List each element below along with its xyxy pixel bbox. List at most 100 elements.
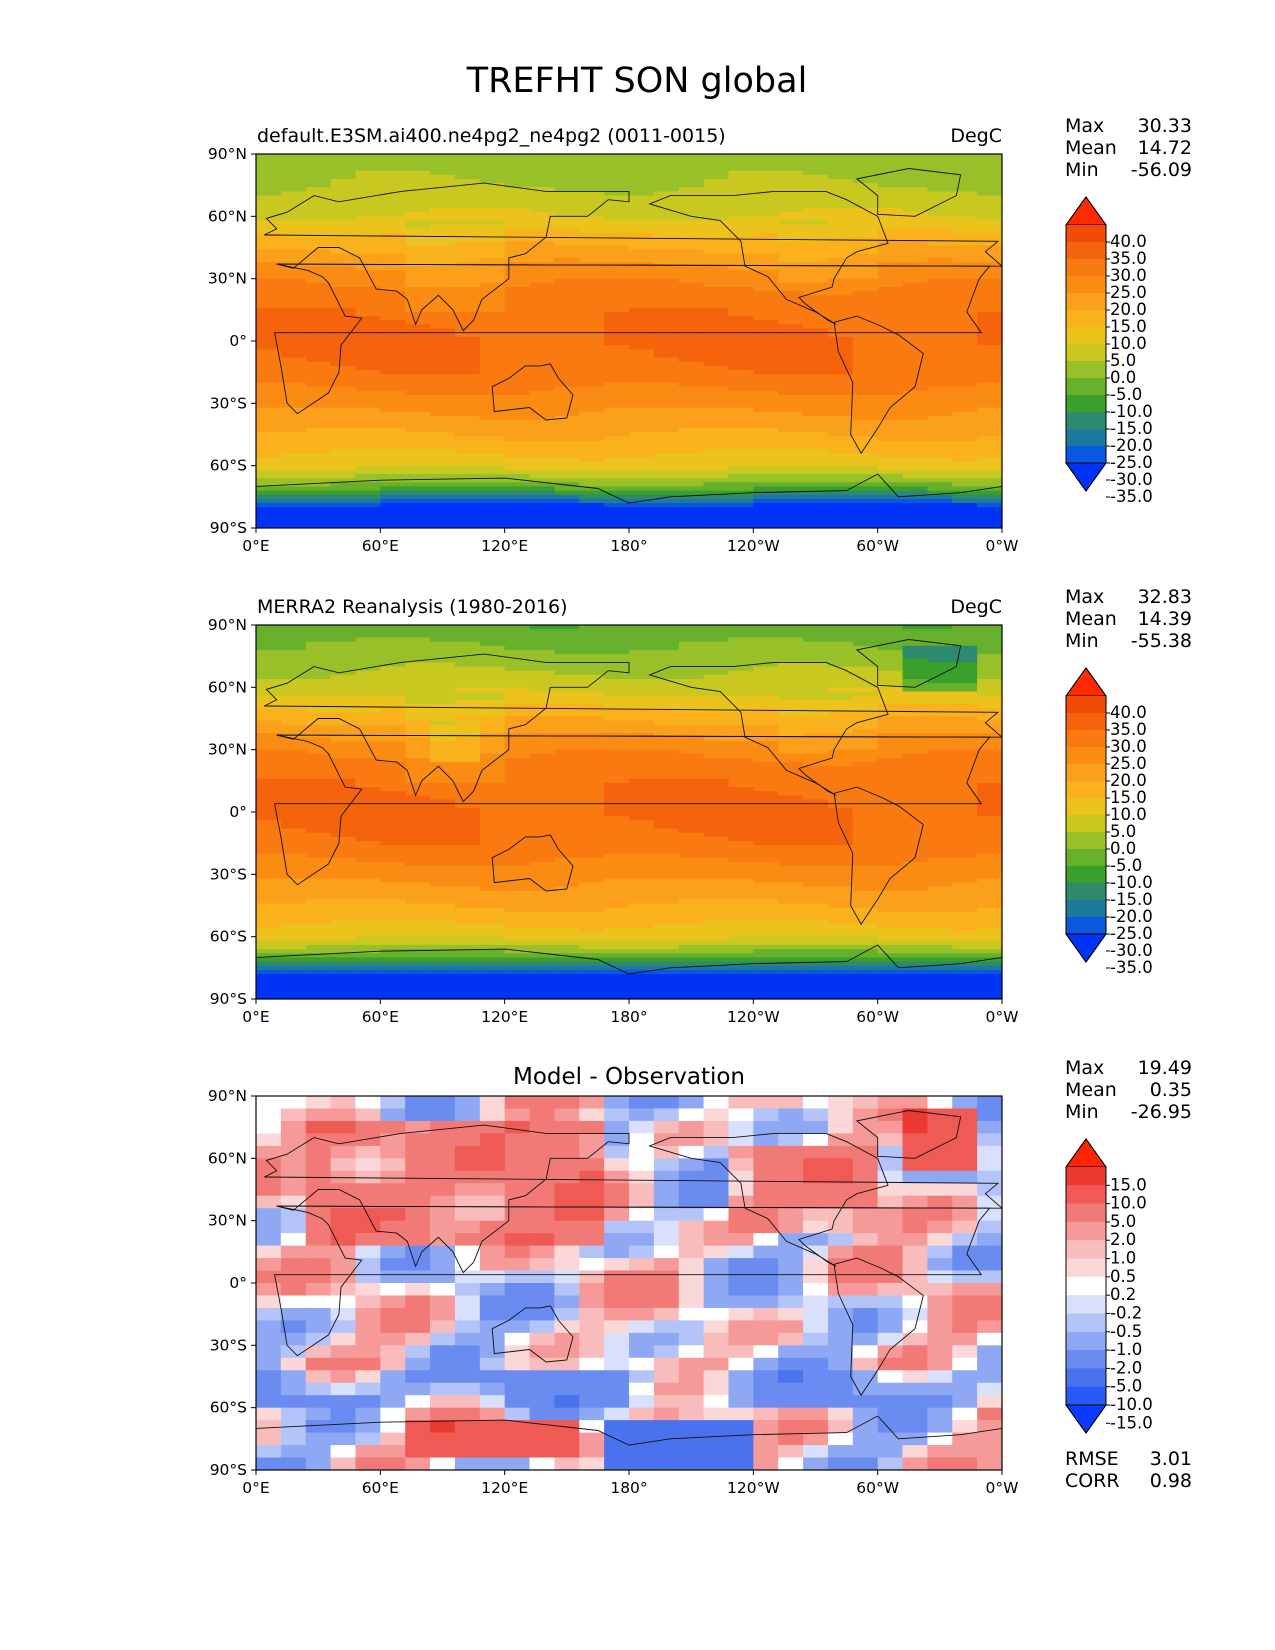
field-cell bbox=[280, 374, 307, 379]
field-cell bbox=[305, 278, 332, 284]
field-cell bbox=[604, 641, 630, 647]
field-cell bbox=[728, 370, 754, 375]
field-cell bbox=[256, 778, 282, 784]
field-cell bbox=[430, 370, 456, 375]
field-cell bbox=[305, 691, 332, 697]
field-cell bbox=[803, 407, 829, 413]
field-cell bbox=[554, 378, 580, 384]
field-cell bbox=[728, 836, 754, 842]
field-cell bbox=[504, 494, 531, 500]
field-cell bbox=[902, 645, 928, 651]
field-cell bbox=[703, 174, 730, 180]
field-cell bbox=[479, 382, 506, 388]
field-cell bbox=[703, 911, 730, 917]
field-cell bbox=[803, 316, 829, 321]
field-cell bbox=[504, 878, 531, 884]
field-cell bbox=[778, 625, 804, 630]
field-cell bbox=[653, 208, 680, 213]
field-cell bbox=[430, 282, 456, 288]
field-cell bbox=[927, 166, 953, 172]
field-cell bbox=[504, 187, 531, 192]
field-cell bbox=[927, 774, 953, 780]
field-cell bbox=[579, 266, 605, 271]
field-cell bbox=[280, 390, 307, 396]
field-cell bbox=[803, 523, 829, 528]
field-cell bbox=[827, 237, 854, 242]
field-cell bbox=[678, 853, 705, 859]
field-cell bbox=[927, 457, 953, 463]
field-cell bbox=[405, 895, 431, 900]
field-cell bbox=[703, 478, 730, 483]
field-cell bbox=[827, 465, 854, 471]
field-cell bbox=[902, 782, 928, 788]
field-cell bbox=[355, 361, 381, 367]
colorbar-segment bbox=[1066, 429, 1106, 447]
field-cell bbox=[952, 716, 978, 722]
field-cell bbox=[280, 679, 307, 684]
colorbar-tick-label: -20.0 bbox=[1110, 436, 1153, 455]
field-cell bbox=[529, 662, 555, 668]
field-cell bbox=[579, 282, 605, 288]
field-cell bbox=[380, 382, 406, 388]
field-cell bbox=[803, 679, 829, 684]
field-cell bbox=[728, 478, 754, 483]
field-cell bbox=[454, 158, 481, 163]
field-cell bbox=[355, 220, 381, 226]
field-cell bbox=[355, 841, 381, 846]
field-cell bbox=[554, 478, 580, 483]
field-cell bbox=[678, 911, 705, 917]
field-cell bbox=[554, 208, 580, 213]
field-cell bbox=[629, 415, 655, 421]
field-cell bbox=[852, 720, 879, 726]
field-cell bbox=[803, 753, 829, 759]
field-cell bbox=[380, 199, 406, 205]
field-cell bbox=[430, 237, 456, 242]
field-cell bbox=[653, 245, 680, 251]
field-cell bbox=[852, 836, 879, 842]
field-cell bbox=[803, 849, 829, 855]
field-cell bbox=[902, 208, 928, 213]
field-cell bbox=[405, 395, 431, 400]
field-cell bbox=[529, 699, 555, 705]
colorbar-segment bbox=[1066, 225, 1106, 243]
field-cell bbox=[629, 332, 655, 338]
field-cell bbox=[554, 724, 580, 730]
field-cell bbox=[405, 270, 431, 276]
field-cell bbox=[803, 666, 829, 672]
field-cell bbox=[405, 716, 431, 722]
field-cell bbox=[877, 728, 904, 734]
field-cell bbox=[454, 753, 481, 759]
field-cell bbox=[504, 625, 531, 630]
field-cell bbox=[728, 224, 754, 230]
field-cell bbox=[355, 241, 381, 247]
field-cell bbox=[280, 920, 307, 925]
field-cell bbox=[827, 278, 854, 284]
field-cell bbox=[703, 507, 730, 512]
field-cell bbox=[629, 645, 655, 651]
field-cell bbox=[454, 249, 481, 255]
field-cell bbox=[728, 787, 754, 792]
field-cell bbox=[405, 353, 431, 359]
field-cell bbox=[852, 415, 879, 421]
field-cell bbox=[678, 507, 705, 512]
field-cell bbox=[604, 278, 630, 284]
field-cell bbox=[305, 228, 332, 234]
field-cell bbox=[280, 395, 307, 400]
field-cell bbox=[405, 232, 431, 238]
field-cell bbox=[380, 515, 406, 521]
field-cell bbox=[803, 469, 829, 475]
field-cell bbox=[330, 670, 357, 676]
field-cell bbox=[852, 649, 879, 655]
field-cell bbox=[778, 703, 804, 709]
field-cell bbox=[653, 503, 680, 508]
field-cell bbox=[877, 703, 904, 709]
field-cell bbox=[728, 299, 754, 305]
field-cell bbox=[753, 791, 779, 796]
field-cell bbox=[753, 903, 779, 909]
field-cell bbox=[728, 274, 754, 280]
field-cell bbox=[430, 345, 456, 350]
field-cell bbox=[653, 473, 680, 479]
field-cell bbox=[430, 378, 456, 384]
field-cell bbox=[405, 249, 431, 255]
field-cell bbox=[927, 278, 953, 284]
